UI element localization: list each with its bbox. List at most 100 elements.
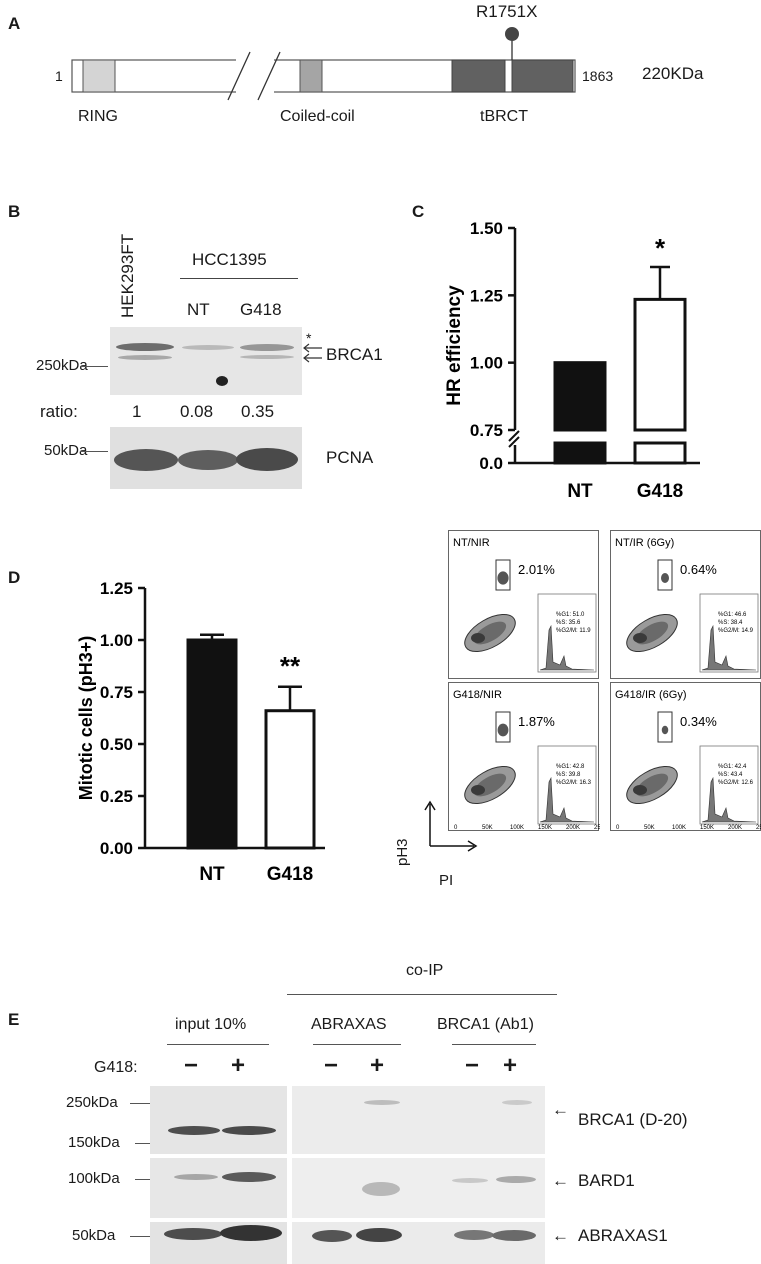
- ratio-control: 1: [132, 402, 142, 421]
- protein-label-abraxas1: ABRAXAS1: [578, 1226, 668, 1245]
- y-tick-label: 0.25: [100, 787, 133, 806]
- lane-label-nt: NT: [187, 300, 210, 319]
- marker-tick: [130, 1103, 150, 1104]
- marker-tick: [130, 1236, 150, 1237]
- y-tick-label: 0.50: [100, 735, 133, 754]
- gate-box: [657, 559, 673, 591]
- marker-50-e: 50kDa: [72, 1227, 116, 1244]
- band: [220, 1225, 282, 1241]
- brct-domain-2: [511, 59, 574, 93]
- band: [174, 1174, 218, 1180]
- domain-label-tbrct: tBRCT: [480, 108, 528, 125]
- band-control: [116, 343, 174, 351]
- band: [364, 1100, 400, 1105]
- protein-label-pcna: PCNA: [326, 448, 374, 467]
- histogram-path: [701, 776, 757, 823]
- band: [356, 1228, 402, 1242]
- band-nt: [182, 345, 234, 350]
- protein-end: 1863: [582, 68, 614, 84]
- y-axis-title: HR efficiency: [444, 285, 465, 406]
- protein-label-brca1-d20: BRCA1 (D-20): [578, 1110, 688, 1129]
- flow-title: G418/IR (6Gy): [615, 689, 687, 701]
- histogram-stat: %G2/M: 12.6: [718, 780, 754, 786]
- density-core: [633, 785, 647, 795]
- mitotic-cells-chart: 0.00 0.25 0.50 0.75 1.00 1.25 Mitotic cells (p…: [76, 579, 325, 885]
- y-tick-label: 1.25: [470, 286, 503, 305]
- lane-label-control: HEK293FT: [118, 233, 137, 318]
- cell-line-underline: [180, 278, 298, 279]
- band: [362, 1182, 400, 1196]
- density-core: [633, 633, 647, 643]
- band: [312, 1230, 352, 1242]
- histogram-path: [539, 624, 595, 671]
- x-tick-label-g418: G418: [637, 481, 683, 502]
- panel-label-e: E: [8, 1010, 20, 1029]
- flow-panel-3: G418/NIR 1.87% %G1: 42.8 %S: 39.8 %G2/M: 16.…: [448, 682, 600, 831]
- y-tick-label: 0.00: [100, 839, 133, 858]
- y-tick-label: 0.75: [100, 683, 133, 702]
- histogram-stat: %G1: 46.6: [718, 612, 747, 618]
- pcna-band-g418: [236, 448, 298, 471]
- y-tick-label: 0.75: [470, 421, 503, 440]
- brca1-underline: [452, 1044, 536, 1045]
- axis-break-mark: [508, 430, 520, 442]
- lane-label-g418: G418: [240, 300, 282, 319]
- density-core: [471, 785, 485, 795]
- x-tick-label-g418: G418: [267, 864, 313, 885]
- e-coip-bard1-blot: [292, 1158, 545, 1218]
- sign-input-plus: +: [231, 1052, 246, 1079]
- x-tick-label: 100K: [510, 825, 524, 831]
- marker-250-e: 250kDa: [66, 1094, 118, 1111]
- coip-label: co-IP: [406, 962, 444, 979]
- band: [222, 1126, 276, 1135]
- axis-break-mark: [508, 436, 520, 448]
- flow-percentage: 0.64%: [680, 562, 717, 577]
- e-input-abraxas1-blot: [150, 1222, 287, 1264]
- band: [222, 1172, 276, 1182]
- y-tick-label: 1.00: [100, 631, 133, 650]
- histogram-stat: %G1: 42.8: [556, 764, 585, 770]
- gate-box: [657, 711, 673, 743]
- band: [454, 1230, 494, 1240]
- flow-x-axis-label: PI: [439, 872, 454, 889]
- band-control-lower: [118, 355, 172, 360]
- group-label-input: input 10%: [175, 1016, 247, 1033]
- ring-domain: [82, 59, 116, 93]
- histogram-path: [539, 776, 595, 823]
- significance-marker: *: [655, 233, 666, 263]
- treatment-label: G418:: [94, 1059, 138, 1076]
- marker-100-e: 100kDa: [68, 1170, 120, 1187]
- histogram-stat: %S: 43.4: [718, 772, 743, 778]
- flow-panel-4: G418/IR (6Gy) 0.34% %G1: 42.4 %S: 43.4 %G2/M…: [610, 682, 761, 831]
- panel-label-b: B: [8, 202, 21, 221]
- x-tick-label: 250K: [594, 825, 600, 831]
- break-slash-left: [227, 51, 251, 101]
- band: [502, 1100, 532, 1105]
- gate-box: [495, 559, 511, 591]
- ratio-label: ratio:: [40, 402, 78, 421]
- domain-label-ring: RING: [78, 108, 118, 125]
- sign-abraxas-plus: +: [370, 1052, 385, 1079]
- band-g418: [240, 344, 294, 351]
- band: [164, 1228, 222, 1240]
- flow-title: NT/NIR: [453, 537, 490, 549]
- x-tick-label: 200K: [566, 825, 580, 831]
- coip-underline: [287, 994, 557, 995]
- e-input-bard1-blot: [150, 1158, 287, 1218]
- asterisk-label: *: [306, 330, 312, 346]
- break-gap: [236, 50, 274, 102]
- e-coip-abraxas1-blot: [292, 1222, 545, 1264]
- cell-line-label: HCC1395: [192, 250, 267, 269]
- panel-label-c: C: [412, 202, 425, 221]
- y-tick-label: 0.0: [479, 454, 503, 473]
- x-tick-label: 250K: [756, 825, 761, 831]
- protein-label-brca1: BRCA1: [326, 345, 383, 364]
- y-tick-label: 1.50: [470, 219, 503, 238]
- domain-label-coiled-coil: Coiled-coil: [280, 108, 355, 125]
- abraxas-underline: [313, 1044, 401, 1045]
- bar-nt-lower: [553, 441, 607, 465]
- flow-percentage: 1.87%: [518, 714, 555, 729]
- band: [496, 1176, 536, 1183]
- significance-marker: **: [280, 651, 301, 681]
- mutation-marker-icon: [505, 27, 519, 41]
